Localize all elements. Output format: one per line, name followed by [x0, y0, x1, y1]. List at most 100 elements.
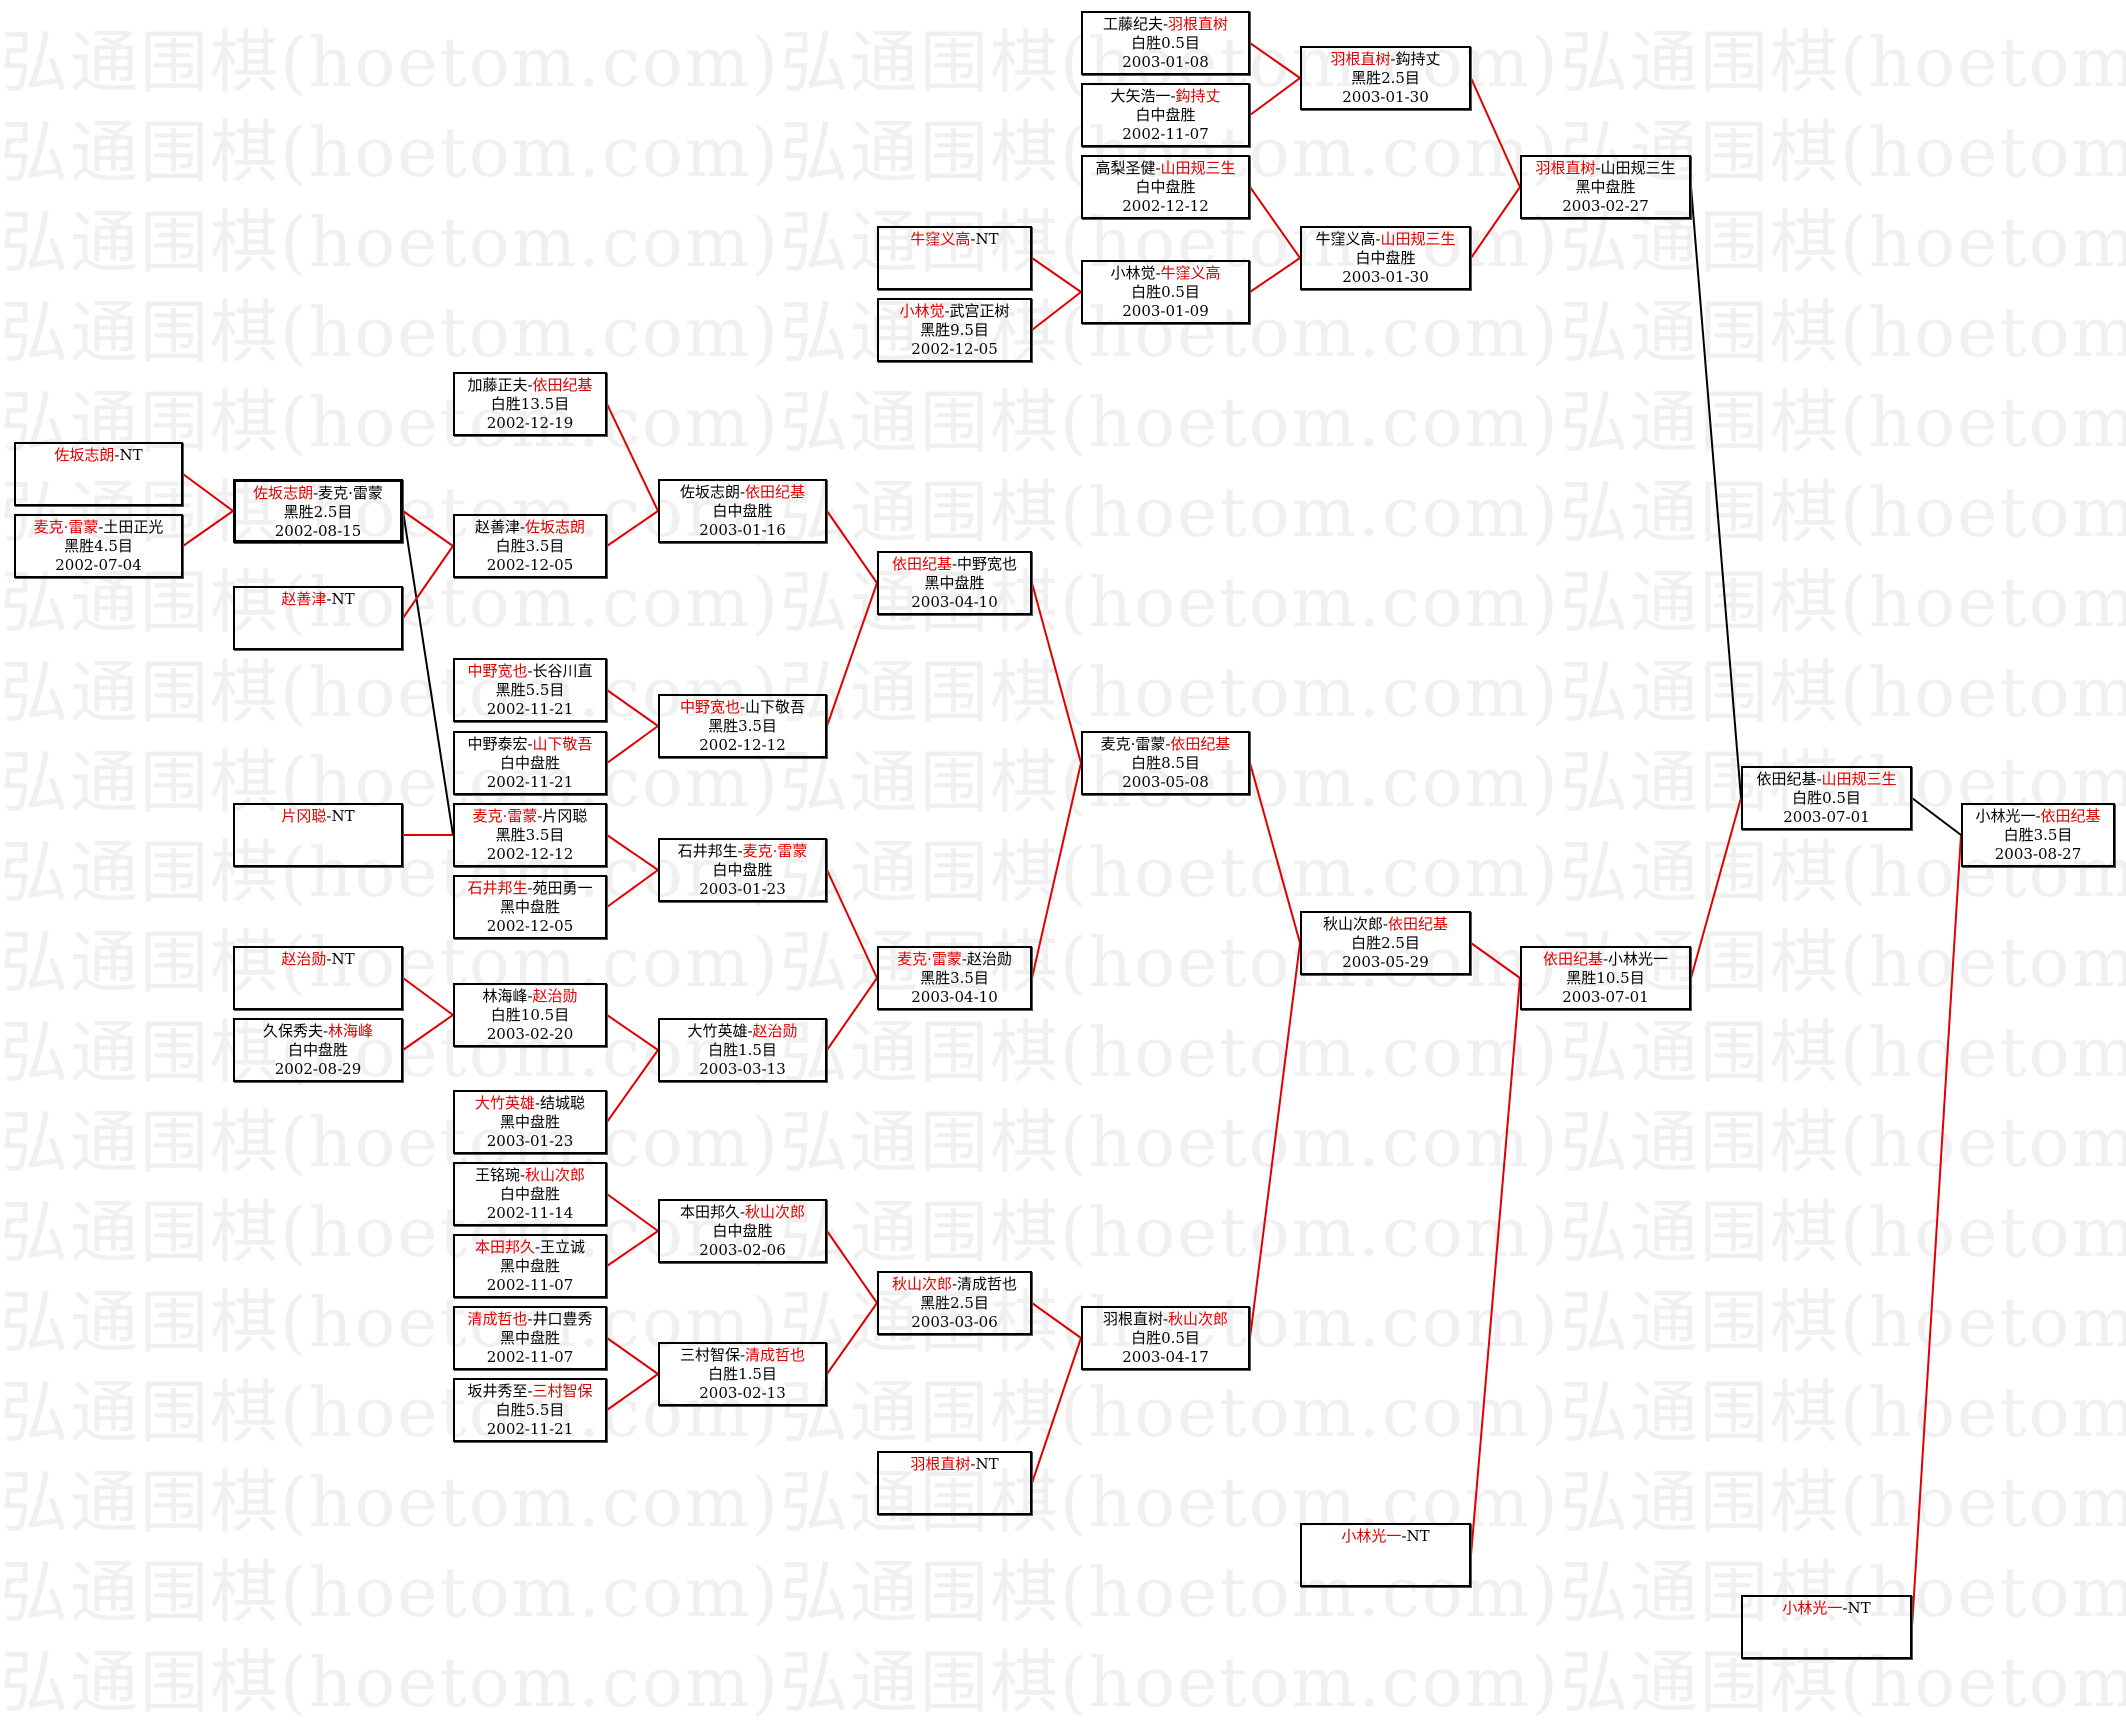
player-black: 小林觉	[899, 302, 945, 320]
player-black: 中野泰宏	[467, 735, 528, 753]
player-black: 依田纪基	[1756, 770, 1817, 788]
match-box[interactable]: 佐坂志朗-依田纪基 白中盘胜 2003-01-16	[658, 479, 827, 543]
match-box[interactable]: 高梨圣健-山田规三生 白中盘胜 2002-12-12	[1081, 155, 1250, 219]
match-box[interactable]: 清成哲也-井口豊秀 黑中盘胜 2002-11-07	[453, 1306, 607, 1370]
match-box[interactable]: 小林觉-牛窪义高 白胜0.5目 2003-01-09	[1081, 260, 1250, 324]
match-result: 黑胜3.5目	[920, 969, 989, 987]
match-box[interactable]: 大竹英雄-结城聪 黑中盘胜 2003-01-23	[453, 1090, 607, 1154]
match-box[interactable]: 中野宽也-山下敬吾 黑胜3.5目 2002-12-12	[658, 694, 827, 758]
bye-box[interactable]: 佐坂志朗-NT	[14, 442, 183, 506]
match-box[interactable]: 本田邦久-秋山次郎 白中盘胜 2003-02-06	[658, 1199, 827, 1263]
match-players: 佐坂志朗-依田纪基	[660, 483, 825, 502]
player-black: 石井邦生	[467, 879, 528, 897]
match-box[interactable]: 牛窪义高-山田规三生 白中盘胜 2003-01-30	[1300, 226, 1471, 290]
match-box[interactable]: 大矢浩一-鈎持丈 白中盘胜 2002-11-07	[1081, 83, 1250, 147]
bracket-connector	[1031, 257, 1082, 293]
match-box[interactable]: 羽根直树-秋山次郎 白胜0.5目 2003-04-17	[1081, 1306, 1250, 1370]
player-white: 麦克·雷蒙	[318, 484, 383, 502]
match-box[interactable]: 赵善津-佐坂志朗 白胜3.5目 2002-12-05	[453, 514, 607, 578]
match-box[interactable]: 麦克·雷蒙-土田正光 黑胜4.5目 2002-07-04	[14, 514, 183, 578]
match-box[interactable]: 小林光一-依田纪基 白胜3.5目 2003-08-27	[1961, 803, 2115, 867]
bye-box[interactable]: 小林光一-NT	[1300, 1523, 1471, 1587]
match-box[interactable]: 麦克·雷蒙-依田纪基 白胜8.5目 2003-05-08	[1081, 731, 1250, 795]
match-box[interactable]: 三村智保-清成哲也 白胜1.5目 2003-02-13	[658, 1342, 827, 1406]
bye-box[interactable]: 赵治勋-NT	[233, 946, 403, 1010]
match-box[interactable]: 中野宽也-长谷川直 黑胜5.5目 2002-11-21	[453, 658, 607, 722]
match-box[interactable]: 工藤纪夫-羽根直树 白胜0.5目 2003-01-08	[1081, 11, 1250, 75]
bye-box[interactable]: 片冈聪-NT	[233, 803, 403, 867]
match-players: 小林光一-NT	[1302, 1527, 1469, 1546]
bracket-connector	[1249, 257, 1301, 293]
match-box[interactable]: 本田邦久-王立诚 黑中盘胜 2002-11-07	[453, 1234, 607, 1298]
match-box[interactable]: 王铭琬-秋山次郎 白中盘胜 2002-11-14	[453, 1162, 607, 1226]
match-players: 本田邦久-王立诚	[455, 1238, 605, 1257]
match-box[interactable]: 久保秀夫-林海峰 白中盘胜 2002-08-29	[233, 1018, 403, 1082]
match-date: 2003-08-27	[1994, 845, 2082, 863]
bye-box[interactable]: 牛窪义高-NT	[877, 226, 1032, 290]
match-date: 2002-12-12	[699, 736, 786, 754]
bye-box[interactable]: 羽根直树-NT	[877, 1451, 1032, 1515]
match-date: 2003-04-17	[1122, 1348, 1209, 1366]
match-box[interactable]: 中野泰宏-山下敬吾 白中盘胜 2002-11-21	[453, 731, 607, 795]
match-box[interactable]: 林海峰-赵治勋 白胜10.5目 2003-02-20	[453, 983, 607, 1047]
match-result: 白胜13.5目	[490, 395, 570, 413]
bracket-connector	[1470, 942, 1521, 979]
match-box[interactable]: 佐坂志朗-麦克·雷蒙 黑胜2.5目 2002-08-15	[233, 479, 403, 543]
match-box[interactable]: 麦克·雷蒙-赵治勋 黑胜3.5目 2003-04-10	[877, 946, 1032, 1010]
match-date: 2003-02-27	[1562, 197, 1649, 215]
player-white: 小林光一	[1608, 950, 1669, 968]
nt-label: NT	[331, 950, 355, 968]
match-result: 黑中盘胜	[499, 1329, 560, 1347]
match-box[interactable]: 麦克·雷蒙-片冈聪 黑胜3.5目 2002-12-12	[453, 803, 607, 867]
player-white: 苑田勇一	[532, 879, 593, 897]
bye-box[interactable]: 小林光一-NT	[1741, 1595, 1912, 1659]
match-box[interactable]: 大竹英雄-赵治勋 白胜1.5目 2003-03-13	[658, 1018, 827, 1082]
player-black: 石井邦生	[677, 842, 738, 860]
match-box[interactable]: 依田纪基-山田规三生 白胜0.5目 2003-07-01	[1741, 766, 1912, 830]
match-date: 2003-04-10	[911, 988, 998, 1006]
match-box[interactable]: 羽根直树-鈎持丈 黑胜2.5目 2003-01-30	[1300, 46, 1471, 110]
match-players: 中野宽也-长谷川直	[455, 662, 605, 681]
match-box[interactable]: 秋山次郎-依田纪基 白胜2.5目 2003-05-29	[1300, 911, 1471, 975]
bracket-connector	[606, 869, 659, 908]
match-result: 白胜3.5目	[495, 537, 565, 555]
match-box[interactable]: 羽根直树-山田规三生 黑中盘胜 2003-02-27	[1520, 155, 1691, 219]
match-result: 白中盘胜	[712, 502, 773, 520]
separator: -	[1375, 230, 1381, 248]
match-box[interactable]: 小林觉-武宫正树 黑胜9.5目 2002-12-05	[877, 298, 1032, 362]
match-result: 白胜8.5目	[1131, 754, 1200, 772]
match-date: 2003-04-10	[911, 593, 998, 611]
bracket-connector	[402, 977, 454, 1016]
match-box[interactable]: 加藤正夫-依田纪基 白胜13.5目 2002-12-19	[453, 372, 607, 436]
match-players: 中野泰宏-山下敬吾	[455, 735, 605, 754]
separator: -	[114, 446, 120, 464]
match-box[interactable]: 坂井秀至-三村智保 白胜5.5目 2002-11-21	[453, 1378, 607, 1442]
match-players: 依田纪基-小林光一	[1522, 950, 1689, 969]
player-black: 三村智保	[679, 1346, 740, 1364]
player-white: 片冈聪	[542, 807, 588, 825]
separator: -	[527, 376, 533, 394]
player-white: 三村智保	[532, 1382, 593, 1400]
separator: -	[1155, 159, 1161, 177]
match-box[interactable]: 依田纪基-小林光一 黑胜10.5目 2003-07-01	[1520, 946, 1691, 1010]
bye-box[interactable]: 赵善津-NT	[233, 586, 403, 650]
match-box[interactable]: 石井邦生-麦克·雷蒙 白中盘胜 2003-01-23	[658, 838, 827, 902]
match-box[interactable]: 石井邦生-苑田勇一 黑中盘胜 2002-12-05	[453, 875, 607, 939]
separator: -	[527, 662, 533, 680]
match-players: 本田邦久-秋山次郎	[660, 1203, 825, 1222]
player-name: 牛窪义高	[910, 230, 971, 248]
match-players: 片冈聪-NT	[235, 807, 401, 826]
match-box[interactable]: 秋山次郎-清成哲也 黑胜2.5目 2003-03-06	[877, 1271, 1032, 1335]
player-black: 坂井秀至	[467, 1382, 528, 1400]
player-black: 高梨圣健	[1095, 159, 1156, 177]
separator: -	[527, 1310, 533, 1328]
separator: -	[944, 302, 950, 320]
match-date: 2002-12-05	[486, 556, 574, 574]
player-white: 秋山次郎	[1168, 1310, 1229, 1328]
player-black: 依田纪基	[1542, 950, 1603, 968]
match-box[interactable]: 依田纪基-中野宽也 黑中盘胜 2003-04-10	[877, 551, 1032, 615]
match-date: 2002-12-05	[486, 917, 574, 935]
match-date: 2003-03-06	[911, 1313, 998, 1331]
separator: -	[1170, 87, 1176, 105]
separator: -	[2035, 807, 2041, 825]
